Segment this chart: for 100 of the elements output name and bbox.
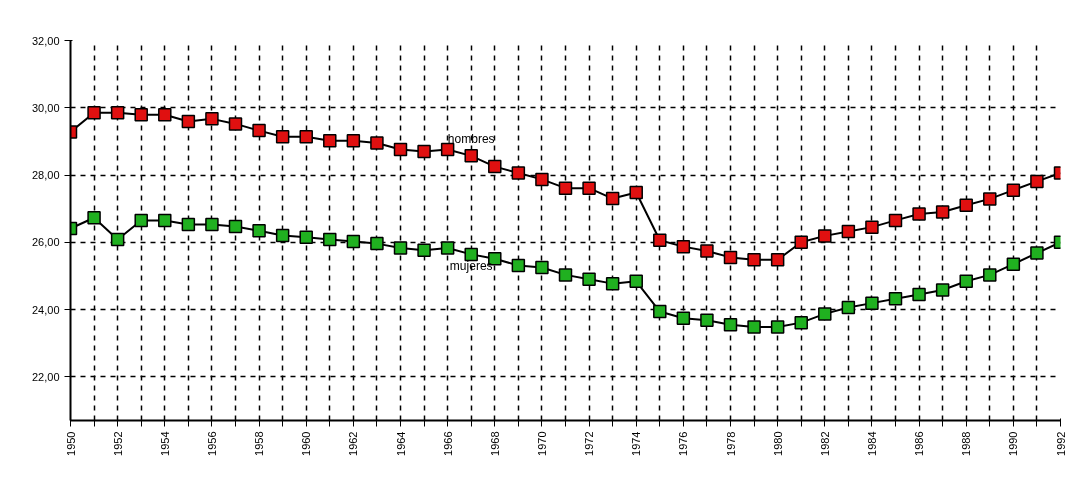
y-tick-label: 30,00 [31, 101, 60, 114]
point [346, 133, 361, 148]
x-tick-label: 1956 [205, 431, 218, 456]
point [228, 117, 243, 131]
point [511, 258, 526, 273]
point [959, 274, 973, 289]
point [323, 133, 337, 148]
point [1006, 257, 1021, 271]
point [700, 313, 714, 328]
x-tick-label: 1960 [300, 431, 313, 456]
point [629, 185, 643, 200]
x-tick-label: 1988 [960, 431, 973, 456]
x-tick-label: 1970 [535, 431, 548, 456]
point [629, 274, 643, 289]
point [205, 217, 219, 232]
point [723, 317, 738, 332]
x-tick-label: 1990 [1007, 431, 1020, 456]
point [605, 191, 620, 206]
x-tick-label: 1986 [913, 431, 926, 456]
point [653, 304, 667, 319]
x-tick-label: 1958 [253, 431, 266, 456]
point [228, 219, 243, 234]
point [983, 268, 997, 282]
point [959, 198, 973, 213]
point [134, 108, 148, 122]
point [110, 232, 125, 247]
point [700, 244, 714, 258]
x-tick-label: 1976 [677, 431, 690, 456]
point [770, 253, 785, 267]
x-tick-label: 1982 [818, 431, 831, 456]
point [865, 296, 879, 310]
y-tick-label: 28,00 [31, 169, 60, 182]
point [252, 123, 266, 138]
point [794, 235, 808, 250]
point [818, 229, 832, 243]
x-tick-label: 1980 [771, 431, 784, 456]
point [535, 260, 549, 275]
x-tick-label: 1992 [1054, 431, 1067, 456]
x-tick-label: 1954 [158, 431, 171, 456]
point [558, 181, 573, 195]
point [393, 241, 408, 255]
point [252, 224, 266, 238]
point [370, 236, 384, 251]
y-tick-label: 26,00 [31, 236, 60, 249]
point [110, 106, 125, 120]
x-tick-label: 1978 [724, 431, 737, 456]
series-label: hombres [447, 131, 495, 146]
point [158, 213, 172, 228]
point [841, 224, 856, 239]
x-tick-label: 1966 [441, 431, 454, 456]
point [558, 268, 573, 282]
point [935, 205, 950, 219]
point [275, 228, 290, 243]
point [794, 315, 808, 330]
point [770, 320, 785, 334]
point [440, 142, 455, 157]
point [299, 129, 313, 144]
point [723, 250, 738, 265]
point [464, 247, 478, 262]
x-tick-label: 1968 [488, 431, 501, 456]
point [87, 106, 101, 120]
x-tick-label: 1974 [630, 431, 643, 456]
point [605, 276, 620, 291]
point [888, 292, 903, 306]
x-tick-label: 1972 [583, 431, 596, 456]
point [158, 108, 172, 122]
point [275, 129, 290, 144]
x-tick-label: 1952 [111, 431, 124, 456]
point [865, 220, 879, 234]
x-tick-label: 1962 [347, 431, 360, 456]
point [346, 234, 361, 249]
point [299, 230, 313, 244]
point [488, 159, 502, 174]
x-tick-label: 1964 [394, 431, 407, 456]
point [841, 300, 856, 315]
point [511, 166, 526, 180]
x-tick-label: 1950 [64, 431, 77, 456]
point [440, 241, 455, 255]
y-tick-label: 32,00 [31, 34, 60, 47]
y-tick-label: 24,00 [31, 303, 60, 316]
point [417, 144, 431, 159]
point [181, 114, 196, 129]
point [935, 283, 950, 297]
point [181, 217, 196, 232]
point [205, 112, 219, 126]
point [582, 272, 596, 287]
point [912, 207, 926, 221]
point [747, 253, 761, 267]
point [393, 142, 408, 157]
point [370, 136, 384, 150]
point [983, 192, 997, 206]
x-tick-label: 1984 [865, 431, 878, 456]
point [676, 239, 691, 254]
point [912, 287, 926, 302]
point [1030, 174, 1044, 189]
point [464, 149, 478, 163]
point [653, 233, 667, 247]
point [323, 232, 337, 247]
point [676, 311, 691, 326]
point [888, 213, 903, 228]
